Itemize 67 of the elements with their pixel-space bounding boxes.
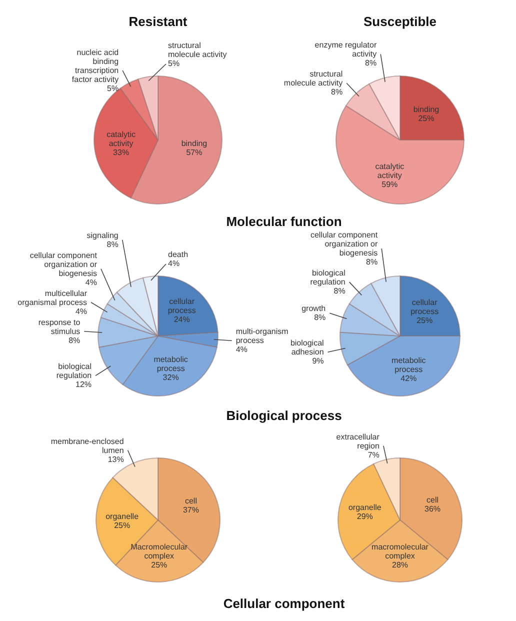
data-label: 8%: [365, 58, 377, 68]
data-label: 13%: [108, 454, 124, 464]
slice-label: binding: [181, 139, 208, 148]
slice-label: catalytic activity: [375, 162, 404, 180]
data-label: 5%: [168, 59, 180, 68]
text: Biological process: [226, 408, 342, 423]
slice-label: cell: [184, 496, 198, 506]
chart-title: Resistant: [128, 14, 188, 29]
slice-label: metabolic process: [392, 356, 426, 374]
data-label: 4%: [236, 345, 248, 354]
data-label: 12%: [76, 380, 92, 390]
slice-label: biological regulation: [310, 268, 346, 287]
slice-label: organelle: [348, 503, 382, 512]
data-label: 29%: [356, 512, 373, 522]
slice-label: cellular process: [410, 298, 439, 316]
slice-label: cellular process: [168, 297, 196, 316]
data-label: 5%: [107, 84, 119, 93]
slice-label: macromolecular complex: [372, 542, 429, 560]
slice-label: multi-organism process: [236, 327, 289, 346]
data-label: 9%: [312, 356, 324, 366]
data-label: 36%: [424, 504, 441, 514]
data-label: 8%: [331, 88, 343, 97]
slice-label: multicellular organismal process: [18, 288, 88, 307]
data-label: 32%: [162, 372, 179, 382]
text: Cellular component: [223, 596, 346, 611]
data-label: 4%: [75, 306, 88, 316]
slice-label: binding: [413, 104, 440, 114]
slice-label: signaling: [86, 230, 118, 240]
slice-label: Macromolecular complex: [130, 542, 188, 560]
data-label: 42%: [400, 374, 417, 384]
data-label: 28%: [392, 560, 408, 570]
slice-label: biological regulation: [56, 362, 92, 380]
slice-label: structural molecule activity: [284, 70, 343, 88]
slice-label: cellular component organization or biogenesis: [30, 250, 98, 278]
data-label: 57%: [186, 148, 202, 158]
slice-label: response to stimulus: [38, 318, 81, 336]
data-label: 8%: [366, 258, 378, 267]
slice-label: cell: [426, 496, 439, 505]
data-label: 25%: [114, 521, 130, 530]
data-label: 4%: [85, 278, 97, 287]
slice-label: enzyme regulator activity: [314, 40, 377, 59]
data-label: 37%: [182, 506, 200, 515]
data-label: 8%: [314, 313, 326, 322]
data-label: 8%: [68, 336, 80, 345]
slice-label: death: [168, 250, 188, 259]
chart-title: Susceptible: [364, 14, 436, 29]
data-label: 59%: [382, 180, 398, 190]
text: Molecular function: [226, 214, 342, 229]
data-label: 25%: [418, 114, 434, 123]
slice-label: organelle: [106, 512, 140, 522]
slice-label: growth: [302, 304, 326, 314]
slice-label: metabolic process: [154, 354, 188, 373]
data-label: 8%: [106, 240, 118, 249]
slice-label: extracellular region: [336, 432, 380, 450]
data-label: 24%: [174, 315, 190, 324]
data-label: 4%: [168, 259, 180, 268]
slice-label: nucleic acid binding transcription factor activity: [72, 48, 119, 84]
slice-label: cellular component organization or biogenesis: [310, 230, 378, 258]
data-label: 8%: [334, 286, 346, 296]
slice-label: catalytic activity: [106, 130, 136, 148]
data-label: 7%: [368, 450, 380, 460]
slice-label: biological adhesion: [290, 338, 324, 357]
slice-label: structural molecule activity: [168, 41, 227, 59]
data-label: 33%: [113, 148, 130, 157]
data-label: 25%: [416, 316, 433, 325]
data-label: 25%: [151, 560, 168, 570]
slice-label: membrane-enclosed lumen: [50, 436, 124, 455]
